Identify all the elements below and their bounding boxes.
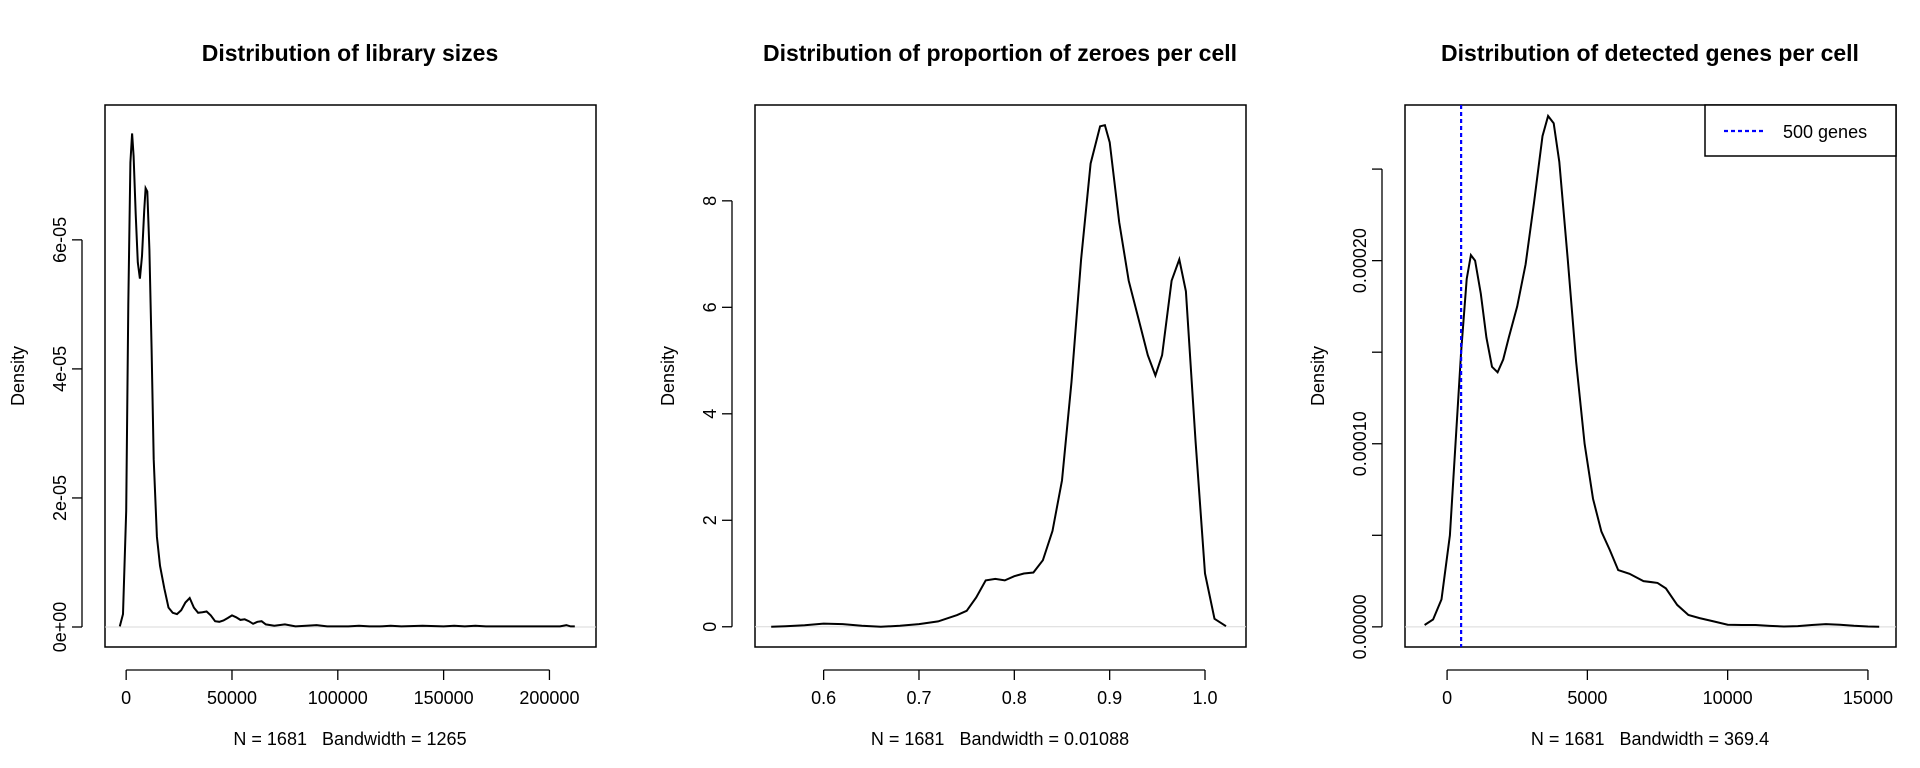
x-tick-label: 10000 — [1703, 688, 1753, 708]
panel-zeroes-per-cell: Distribution of proportion of zeroes per… — [658, 40, 1247, 749]
y-tick-label: 0.00000 — [1350, 594, 1370, 659]
y-tick-label: 4 — [700, 409, 720, 419]
y-tick-label: 0e+00 — [50, 602, 70, 653]
y-axis-label: Density — [8, 346, 28, 406]
data-marks: 0.6 0.7 0.8 0.9 1.0 0 2 4 6 8 — [700, 124, 1246, 708]
x-tick-label: 0 — [1442, 688, 1452, 708]
panel-detected-genes: Distribution of detected genes per cell … — [1308, 40, 1897, 749]
y-tick-label: 0 — [700, 622, 720, 632]
x-tick-label: 150000 — [414, 688, 474, 708]
x-axis-label: N = 1681 Bandwidth = 0.01088 — [871, 729, 1129, 749]
legend-box — [1704, 104, 1897, 157]
y-axis-label: Density — [1308, 346, 1328, 406]
x-tick-label: 100000 — [308, 688, 368, 708]
plot-frame — [104, 104, 597, 648]
density-line — [1424, 113, 1880, 628]
y-tick-label: 2e-05 — [50, 475, 70, 521]
x-tick-label: 1.0 — [1192, 688, 1217, 708]
x-tick-label: 0.8 — [1002, 688, 1027, 708]
y-tick-label: 6 — [700, 302, 720, 312]
panel-title: Distribution of detected genes per cell — [1441, 40, 1859, 66]
data-marks: 0 5000 10000 15000 0.00000 0.00010 0.00020 — [1350, 105, 1896, 708]
panel-title: Distribution of proportion of zeroes per… — [763, 40, 1237, 66]
x-tick-label: 0.7 — [906, 688, 931, 708]
x-tick-label: 200000 — [519, 688, 579, 708]
y-tick-label: 8 — [700, 196, 720, 206]
x-tick-label: 5000 — [1567, 688, 1607, 708]
y-tick-label: 4e-05 — [50, 346, 70, 392]
y-tick-label: 2 — [700, 515, 720, 525]
x-tick-label: 15000 — [1843, 688, 1893, 708]
legend-label: 500 genes — [1783, 122, 1867, 142]
legend: 500 genes — [1704, 104, 1897, 157]
x-tick-label: 50000 — [207, 688, 257, 708]
y-axis-label: Density — [658, 346, 678, 406]
data-marks: 0 50000 100000 150000 200000 0e+00 2e-05 4e-05 6… — [50, 133, 596, 708]
y-tick-label: 0.00020 — [1350, 228, 1370, 293]
x-axis-label: N = 1681 Bandwidth = 369.4 — [1531, 729, 1769, 749]
y-tick-label: 6e-05 — [50, 217, 70, 263]
panel-title: Distribution of library sizes — [202, 40, 499, 66]
x-tick-label: 0.6 — [811, 688, 836, 708]
x-axis-label: N = 1681 Bandwidth = 1265 — [233, 729, 466, 749]
panel-library-sizes: Distribution of library sizes N = 1681 B… — [8, 40, 597, 749]
y-tick-label: 0.00010 — [1350, 411, 1370, 476]
density-line — [771, 124, 1227, 628]
plot-frame — [754, 104, 1247, 648]
plot-frame — [1404, 104, 1897, 648]
x-tick-label: 0 — [121, 688, 131, 708]
x-tick-label: 0.9 — [1097, 688, 1122, 708]
density-line — [118, 133, 575, 628]
